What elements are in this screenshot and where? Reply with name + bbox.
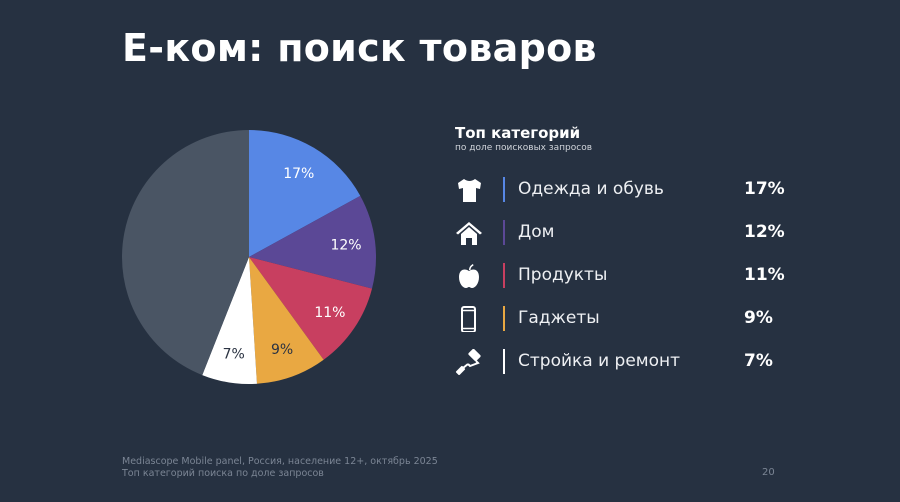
legend-item-groceries: Продукты 11% xyxy=(455,261,785,291)
paint-roller-icon xyxy=(455,349,481,375)
legend-color-bar xyxy=(503,306,505,331)
legend-value: 17% xyxy=(744,179,785,199)
source-note: Mediascope Mobile panel, Россия, населен… xyxy=(122,456,438,467)
legend-value: 9% xyxy=(744,308,773,328)
legend-label: Дом xyxy=(518,222,555,242)
legend-subtitle: по доле поисковых запросов xyxy=(455,143,593,153)
legend-title: Топ категорий xyxy=(455,124,581,142)
legend-header: Топ категорий по доле поисковых запросов xyxy=(455,124,592,153)
smartphone-icon xyxy=(461,306,476,332)
pie-data-label: 7% xyxy=(223,347,245,363)
legend-item-home: Дом 12% xyxy=(455,218,785,248)
legend-item-renovation: Стройка и ремонт 7% xyxy=(455,347,785,377)
pie-data-label: 12% xyxy=(330,238,361,254)
legend-value: 12% xyxy=(744,222,785,242)
legend-value: 11% xyxy=(744,265,785,285)
legend-color-bar xyxy=(503,177,505,202)
legend-color-bar xyxy=(503,349,505,374)
chart-note: Топ категорий поиска по доле запросов xyxy=(122,468,324,479)
pie-slice xyxy=(249,130,361,257)
legend-label: Продукты xyxy=(518,265,608,285)
pie-slice xyxy=(249,257,324,384)
apple-icon xyxy=(459,264,479,288)
legend-item-gadgets: Гаджеты 9% xyxy=(455,304,785,334)
legend-label: Гаджеты xyxy=(518,308,600,328)
pie-slice xyxy=(121,130,249,376)
footer-source: Mediascope Mobile panel, Россия, населен… xyxy=(122,456,438,480)
legend-color-bar xyxy=(503,220,505,245)
pie-slice xyxy=(202,257,257,384)
page-number: 20 xyxy=(762,467,775,478)
pie-slice xyxy=(249,257,373,360)
legend-item-clothing: Одежда и обувь 17% xyxy=(455,175,785,205)
legend-label: Одежда и обувь xyxy=(518,179,664,199)
legend-color-bar xyxy=(503,263,505,288)
pie-data-label: 9% xyxy=(271,342,293,358)
pie-data-label: 17% xyxy=(283,166,314,182)
page-title: E-ком: поиск товаров xyxy=(122,26,597,70)
house-icon xyxy=(456,222,482,245)
legend-value: 7% xyxy=(744,351,773,371)
legend-label: Стройка и ремонт xyxy=(518,351,681,371)
pie-slice xyxy=(249,195,376,289)
pie-data-label: 11% xyxy=(314,305,345,321)
tshirt-icon xyxy=(458,179,481,202)
